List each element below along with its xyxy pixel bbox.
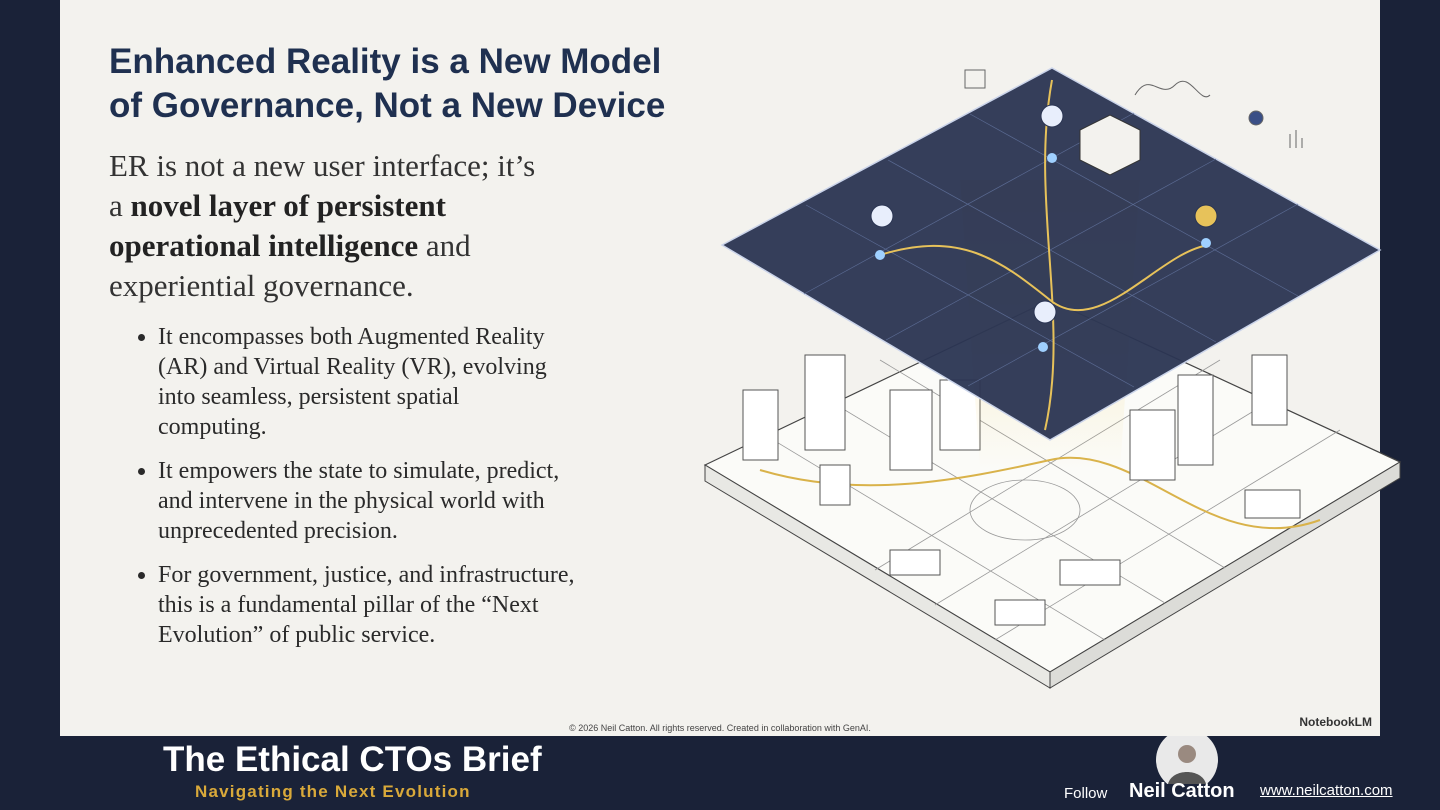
show-subtitle: Navigating the Next Evolution bbox=[195, 782, 471, 801]
bullet: It encompasses both Augmented Reality (A… bbox=[158, 322, 558, 442]
title-line: of Governance, Not a New Device bbox=[109, 86, 666, 125]
bullet: It empowers the state to simulate, predi… bbox=[158, 456, 563, 546]
lead-text: ER is not a new user interface; it’s a n… bbox=[109, 146, 549, 306]
title-line: Enhanced Reality is a New Model bbox=[109, 42, 662, 81]
copyright: © 2026 Neil Catton. All rights reserved.… bbox=[569, 723, 871, 733]
lead-segment: ER is not a new user interface; it’s a bbox=[109, 148, 536, 223]
follow-label: Follow bbox=[1064, 785, 1108, 802]
show-title: The Ethical CTOs Brief bbox=[163, 740, 542, 779]
author-name[interactable]: Neil Catton bbox=[1129, 780, 1235, 802]
city-illustration bbox=[703, 67, 1402, 689]
data-layer bbox=[720, 67, 1382, 441]
floating-icons bbox=[964, 69, 1303, 148]
bullet: For government, justice, and infrastruct… bbox=[158, 560, 608, 650]
slide-title: Enhanced Reality is a New Model of Gover… bbox=[109, 40, 665, 128]
city-base bbox=[703, 299, 1402, 689]
avatar bbox=[1156, 736, 1218, 784]
brand-label: NotebookLM bbox=[1299, 715, 1372, 729]
bullet-list: It encompasses both Augmented Reality (A… bbox=[130, 322, 618, 664]
website-link[interactable]: www.neilcatton.com bbox=[1260, 782, 1393, 799]
slide: Enhanced Reality is a New Model of Gover… bbox=[60, 0, 1402, 736]
lead-segment: novel layer of persistent operational in… bbox=[109, 188, 446, 263]
lead-segment: and experiential governance. bbox=[109, 228, 471, 303]
